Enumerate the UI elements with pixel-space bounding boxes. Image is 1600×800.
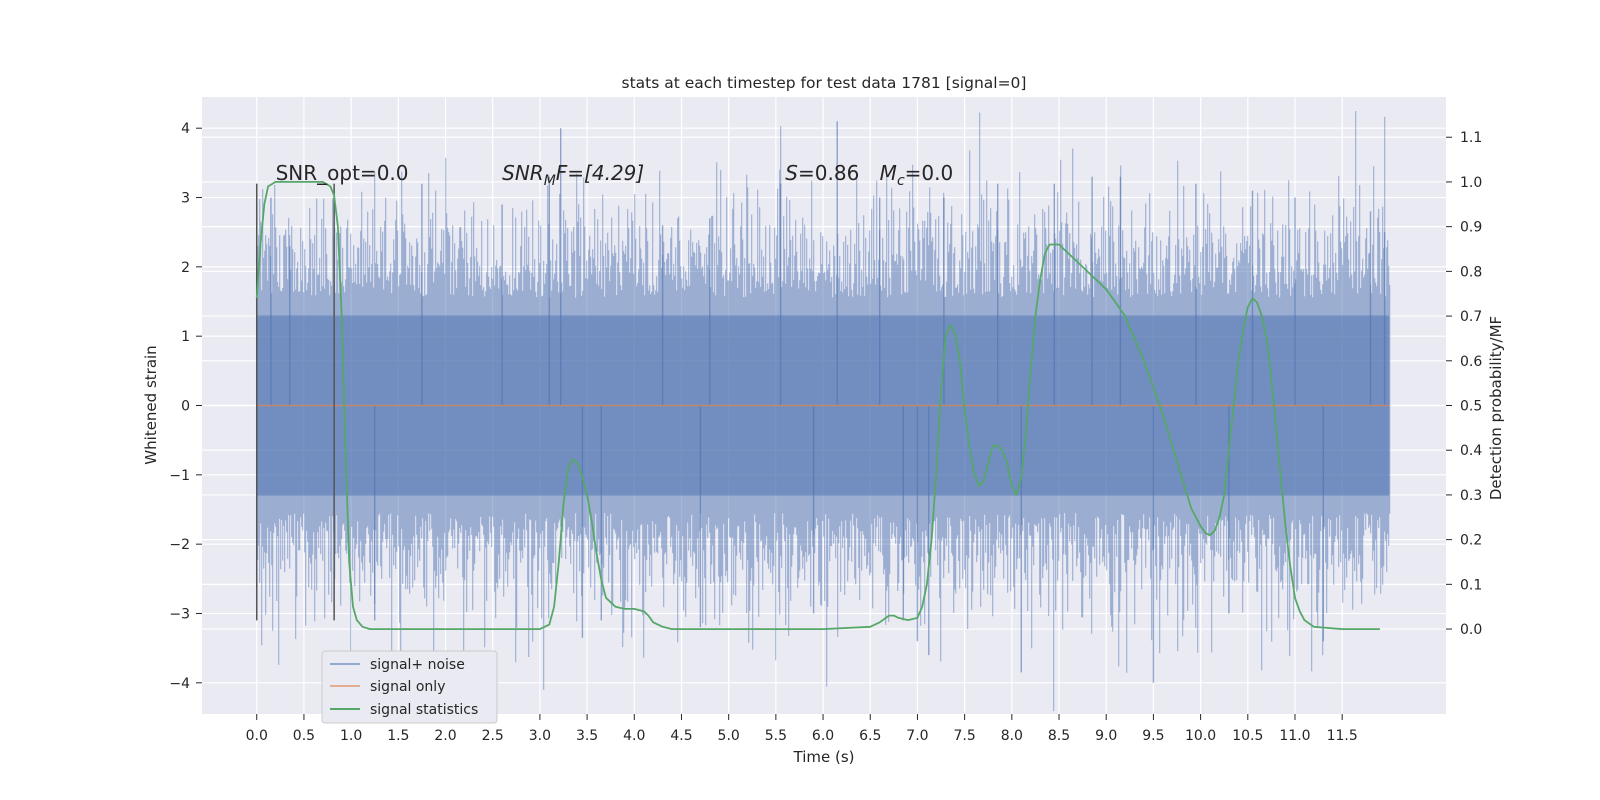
y-tick-label: 4 bbox=[181, 121, 190, 137]
y-tick-label: 1 bbox=[181, 329, 190, 345]
x-tick-label: 4.5 bbox=[670, 728, 692, 744]
x-tick-label: 1.5 bbox=[387, 728, 409, 744]
annotation-part: SNR bbox=[502, 161, 544, 185]
x-tick-label: 0.0 bbox=[246, 728, 268, 744]
x-axis-ticks: 0.0 0.5 1.0 1.5 2.0 2.5 3.0 3.5 4.0 4.5 5.0 5.5 6.0 6… bbox=[246, 714, 1358, 744]
y-tick-label: 2 bbox=[181, 260, 190, 276]
chart-title: stats at each timestep for test data 178… bbox=[622, 74, 1027, 92]
x-tick-label: 0.5 bbox=[293, 728, 315, 744]
y-axis-ticks: −4 −3 −2 −1 0 1 2 3 4 bbox=[169, 121, 202, 692]
annotation-part: M bbox=[544, 173, 556, 189]
y2-tick-label: 0.2 bbox=[1460, 533, 1482, 549]
annotation-part: SNR_opt=0.0 bbox=[276, 161, 409, 185]
x-tick-label: 11.5 bbox=[1327, 728, 1358, 744]
x-tick-label: 10.5 bbox=[1232, 728, 1263, 744]
y2-axis-ticks: 0.0 0.1 0.2 0.3 0.4 0.5 0.6 0.7 0.8 0.9 1.0 1.1 bbox=[1446, 130, 1482, 638]
x-tick-label: 7.5 bbox=[954, 728, 976, 744]
x-tick-label: 1.0 bbox=[340, 728, 362, 744]
annotation-mc-value: Mc=0.0 bbox=[880, 161, 954, 189]
annotation-s-value: S=0.86 bbox=[785, 161, 859, 185]
annotation-part: F=[4.29] bbox=[556, 161, 644, 185]
y2-tick-label: 0.0 bbox=[1460, 622, 1482, 638]
y-tick-label: 0 bbox=[181, 399, 190, 415]
y-tick-label: 3 bbox=[181, 191, 190, 207]
y2-tick-label: 1.1 bbox=[1460, 130, 1482, 146]
y-tick-label: −2 bbox=[169, 537, 190, 553]
x-tick-label: 5.0 bbox=[718, 728, 740, 744]
x-tick-label: 3.0 bbox=[529, 728, 551, 744]
x-tick-label: 9.0 bbox=[1095, 728, 1117, 744]
y2-tick-label: 0.7 bbox=[1460, 309, 1482, 325]
x-tick-label: 6.0 bbox=[812, 728, 834, 744]
y2-axis-label: Detection probability/MF bbox=[1487, 316, 1505, 500]
legend: signal+ noise signal only signal statist… bbox=[321, 650, 498, 724]
x-tick-label: 9.5 bbox=[1142, 728, 1164, 744]
annotations: SNR_opt=0.0 SNRMF=[4.29] S=0.86 Mc=0.0 bbox=[276, 161, 954, 189]
annotation-part: =0.0 bbox=[905, 161, 954, 185]
legend-label-signal-plus-noise: signal+ noise bbox=[370, 657, 465, 673]
y2-tick-label: 0.4 bbox=[1460, 443, 1482, 459]
x-tick-label: 8.5 bbox=[1048, 728, 1070, 744]
legend-label-signal-only: signal only bbox=[370, 679, 445, 695]
y2-tick-label: 0.1 bbox=[1460, 577, 1482, 593]
y2-tick-label: 0.9 bbox=[1460, 220, 1482, 236]
x-tick-label: 11.0 bbox=[1279, 728, 1310, 744]
y2-tick-label: 0.8 bbox=[1460, 264, 1482, 280]
x-tick-label: 2.0 bbox=[434, 728, 456, 744]
x-tick-label: 2.5 bbox=[482, 728, 504, 744]
signal-statistics-trace bbox=[255, 180, 1380, 630]
y-tick-label: −3 bbox=[169, 606, 190, 622]
annotation-part: S bbox=[785, 161, 798, 185]
legend-label-signal-statistics: signal statistics bbox=[370, 702, 478, 718]
y2-tick-label: 0.6 bbox=[1460, 354, 1482, 370]
x-tick-label: 7.0 bbox=[906, 728, 928, 744]
annotation-part: =0.86 bbox=[798, 161, 859, 185]
signal-statistics-line bbox=[255, 180, 1380, 630]
x-tick-label: 3.5 bbox=[576, 728, 598, 744]
noise-spikes bbox=[270, 121, 1386, 683]
x-tick-label: 10.0 bbox=[1185, 728, 1216, 744]
legend-box bbox=[321, 650, 498, 724]
vertical-markers bbox=[255, 183, 335, 621]
annotation-part: c bbox=[897, 173, 905, 189]
y2-tick-label: 0.5 bbox=[1460, 399, 1482, 415]
x-tick-label: 8.0 bbox=[1001, 728, 1023, 744]
x-axis-label: Time (s) bbox=[793, 748, 855, 766]
y-axis-label: Whitened strain bbox=[142, 345, 160, 464]
y-tick-label: −1 bbox=[169, 468, 190, 484]
annotation-part: M bbox=[880, 161, 897, 185]
annotation-snr-opt: SNR_opt=0.0 bbox=[276, 161, 409, 185]
x-tick-label: 4.0 bbox=[623, 728, 645, 744]
y2-tick-label: 0.3 bbox=[1460, 488, 1482, 504]
y2-tick-label: 1.0 bbox=[1460, 175, 1482, 191]
annotation-snr-mf: SNRMF=[4.29] bbox=[502, 161, 644, 189]
y-tick-label: −4 bbox=[169, 676, 190, 692]
x-tick-label: 6.5 bbox=[859, 728, 881, 744]
x-tick-label: 5.5 bbox=[765, 728, 787, 744]
